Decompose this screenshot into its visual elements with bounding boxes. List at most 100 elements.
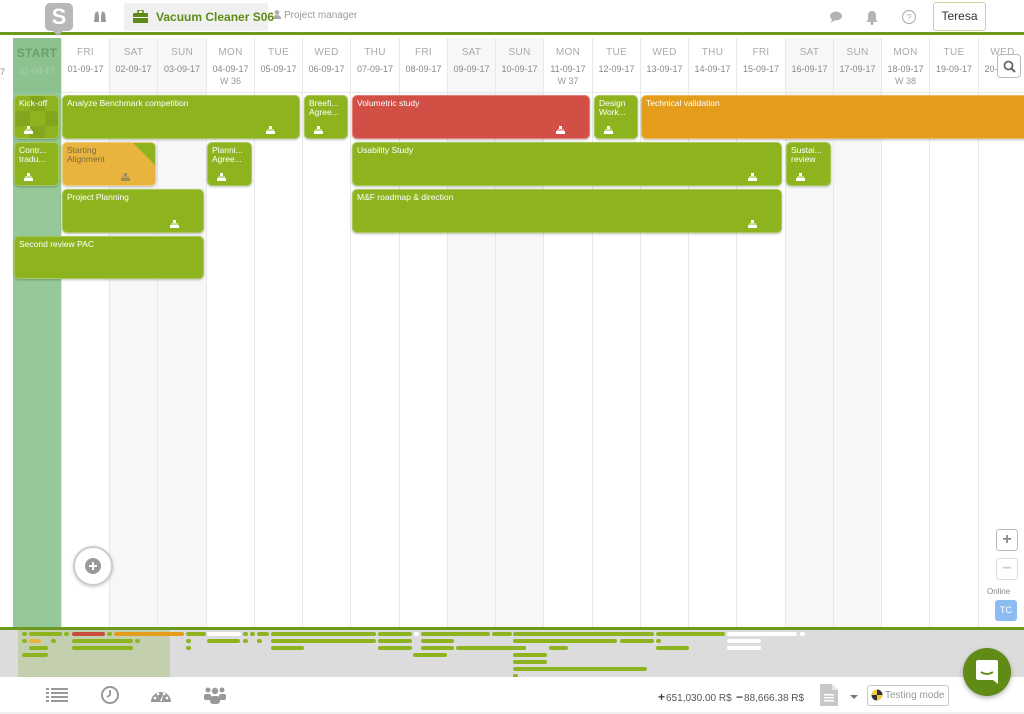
column-day-label: TUE — [606, 47, 627, 58]
hierarchy-icon[interactable] — [314, 126, 323, 134]
plus-circle-icon — [85, 558, 101, 574]
zoom-in-button[interactable]: + — [996, 529, 1018, 551]
column-day-label: FRI — [752, 47, 770, 58]
task-card[interactable]: Planni... Agree... — [207, 142, 252, 186]
task-card[interactable]: Design Work... — [594, 95, 638, 139]
hierarchy-icon[interactable] — [24, 126, 33, 134]
column-date: 13-09-17 — [646, 64, 683, 74]
project-tab[interactable]: Vacuum Cleaner S06 — [124, 3, 274, 31]
chat-launcher-button[interactable] — [963, 648, 1011, 696]
task-label: Analyze Benchmark competition — [67, 98, 189, 108]
task-card[interactable]: Breefi... Agree... — [304, 95, 348, 139]
task-label: Usability Study — [357, 145, 414, 155]
hierarchy-icon[interactable] — [170, 220, 179, 228]
column-day-label: WED — [990, 47, 1015, 58]
column-date: 06-09-17 — [308, 64, 345, 74]
column-date: 01-09-17 — [67, 64, 104, 74]
task-label: Volumetric study — [357, 98, 420, 108]
list-icon[interactable] — [46, 685, 68, 705]
help-icon[interactable]: ? — [901, 9, 917, 25]
column-date: 15-09-17 — [742, 64, 780, 74]
week-number: W 37 — [557, 76, 579, 86]
column-day-label: TUE — [268, 47, 289, 58]
add-task-button[interactable] — [73, 546, 113, 586]
column-day: THU 07-09-17 — [350, 38, 399, 628]
briefcase-icon — [133, 10, 148, 23]
hierarchy-icon[interactable] — [121, 173, 130, 181]
task-label: Project Planning — [67, 192, 129, 202]
column-date: 14-09-17 — [694, 64, 731, 74]
task-card[interactable]: Project Planning — [62, 189, 204, 233]
column-day-label: WED — [652, 47, 677, 58]
column-day: TUE 12-09-17 — [592, 38, 640, 628]
task-card[interactable]: M&F roadmap & direction — [352, 189, 782, 233]
column-day: START — [16, 46, 58, 60]
task-card[interactable]: Second review PAC — [14, 236, 204, 279]
task-card[interactable]: Contr... tradu... — [14, 142, 59, 186]
hierarchy-icon[interactable] — [217, 173, 226, 181]
column-day-label: SAT — [461, 47, 482, 58]
hierarchy-icon[interactable] — [24, 173, 33, 181]
column-date: 07-09-17 — [356, 64, 394, 74]
binoculars-icon[interactable] — [92, 8, 108, 24]
previous-date-fragment: 7 — [0, 67, 6, 77]
bell-icon[interactable] — [864, 9, 880, 25]
zoom-out-button[interactable]: − — [996, 558, 1018, 580]
week-number: W 38 — [894, 76, 916, 86]
column-day: WED 06-09-17 — [302, 38, 350, 628]
project-role: Project manager — [273, 10, 357, 21]
task-label: Planni... Agree... — [212, 145, 243, 164]
testing-mode-button[interactable]: Testing mode — [867, 685, 949, 706]
task-card[interactable]: Volumetric study — [352, 95, 590, 139]
column-day-label: THU — [701, 47, 724, 58]
column-date: 02-09-17 — [115, 64, 152, 74]
clock-icon[interactable] — [99, 685, 121, 705]
column-day: TUE 05-09-17 — [254, 38, 302, 628]
task-card[interactable]: Kick-off — [14, 95, 59, 139]
team-icon[interactable] — [204, 685, 226, 705]
task-card[interactable]: Analyze Benchmark competition — [62, 95, 300, 139]
task-label: Second review PAC — [19, 239, 94, 249]
task-label: Kick-off — [19, 98, 48, 108]
hierarchy-icon[interactable] — [748, 220, 757, 228]
task-label: Sustai... review — [791, 145, 822, 164]
column-start: START 31-08-17 — [13, 38, 61, 628]
hierarchy-icon[interactable] — [604, 126, 613, 134]
bottom-bar: +651,030.00 R$ −88,666.38 R$ Testing mod… — [0, 677, 1024, 714]
column-date: 18-09-17 — [887, 64, 924, 74]
column-day-label: FRI — [76, 47, 94, 58]
search-icon — [1003, 60, 1016, 73]
chat-bubble-icon[interactable] — [828, 9, 844, 25]
column-day: WED 13-09-17 — [640, 38, 688, 628]
timeline-overview[interactable] — [0, 627, 1024, 677]
column-date: 17-09-17 — [839, 64, 876, 74]
project-name: Vacuum Cleaner S06 — [156, 10, 275, 24]
user-menu-button[interactable]: Teresa — [933, 2, 986, 31]
testing-mode-label: Testing mode — [885, 690, 945, 701]
column-day-label: FRI — [414, 47, 432, 58]
task-card[interactable]: Sustai... review — [786, 142, 831, 186]
logo-icon[interactable]: S — [45, 3, 73, 36]
task-card[interactable]: Usability Study — [352, 142, 782, 186]
online-label: Online — [987, 587, 1011, 596]
timeline-grid[interactable]: 7 START 31-08-17 FRI 01-09-17 SAT 02-09-17 … — [0, 38, 1024, 628]
hierarchy-icon[interactable] — [796, 173, 805, 181]
online-user-avatar[interactable]: TC — [995, 600, 1017, 621]
task-card[interactable]: Starting Alignment — [62, 142, 156, 186]
hierarchy-icon[interactable] — [748, 173, 757, 181]
expense-total: −88,666.38 R$ — [736, 690, 804, 704]
status-corner — [133, 143, 155, 165]
search-button[interactable] — [997, 54, 1021, 78]
chevron-down-icon[interactable] — [850, 695, 858, 699]
column-day: TUE 19-09-17 — [929, 38, 978, 628]
column-date: 09-09-17 — [453, 64, 490, 74]
hierarchy-icon[interactable] — [266, 126, 275, 134]
svg-text:?: ? — [906, 13, 911, 23]
hierarchy-icon[interactable] — [556, 126, 565, 134]
document-icon[interactable] — [820, 684, 838, 706]
dashboard-icon[interactable] — [150, 685, 172, 705]
column-date: 04-09-17 — [212, 64, 249, 74]
task-card[interactable]: Technical validation — [641, 95, 1024, 139]
top-bar: S Vacuum Cleaner S06 Project manager ? T… — [0, 0, 1024, 36]
testing-mode-icon — [871, 689, 883, 701]
